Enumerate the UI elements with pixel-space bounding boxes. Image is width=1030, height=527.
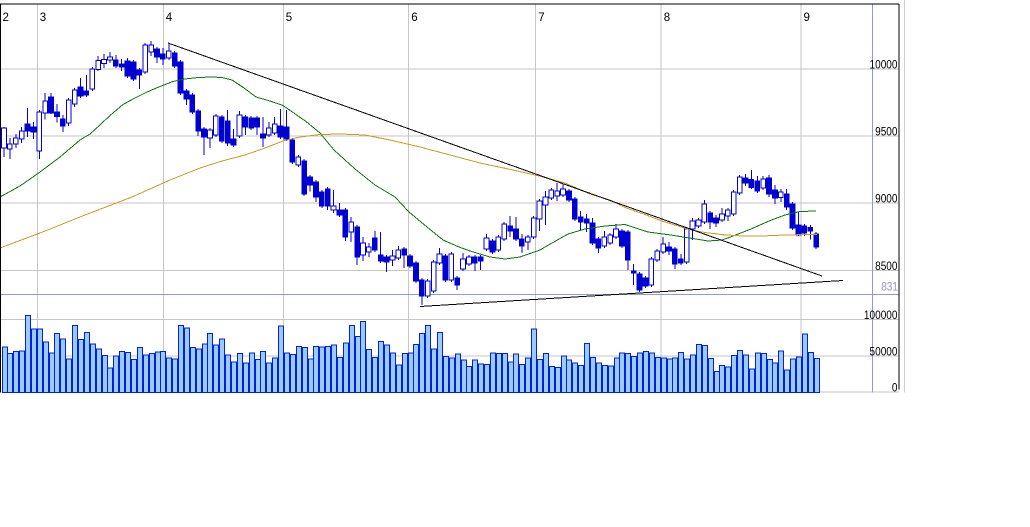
svg-text:50000: 50000 xyxy=(870,346,898,358)
svg-text:9500: 9500 xyxy=(875,127,897,139)
svg-text:8: 8 xyxy=(664,12,670,24)
svg-text:7: 7 xyxy=(538,12,544,24)
svg-text:831: 831 xyxy=(881,281,898,293)
svg-text:5: 5 xyxy=(286,12,292,24)
svg-text:0: 0 xyxy=(892,383,898,395)
svg-text:9: 9 xyxy=(804,12,810,24)
svg-text:2: 2 xyxy=(3,12,9,24)
svg-text:4: 4 xyxy=(166,12,173,24)
svg-text:3: 3 xyxy=(40,12,46,24)
svg-text:100000: 100000 xyxy=(864,310,898,322)
svg-text:6: 6 xyxy=(411,12,417,24)
svg-text:10000: 10000 xyxy=(870,60,898,72)
svg-text:9000: 9000 xyxy=(875,194,897,206)
svg-text:8500: 8500 xyxy=(875,261,897,273)
